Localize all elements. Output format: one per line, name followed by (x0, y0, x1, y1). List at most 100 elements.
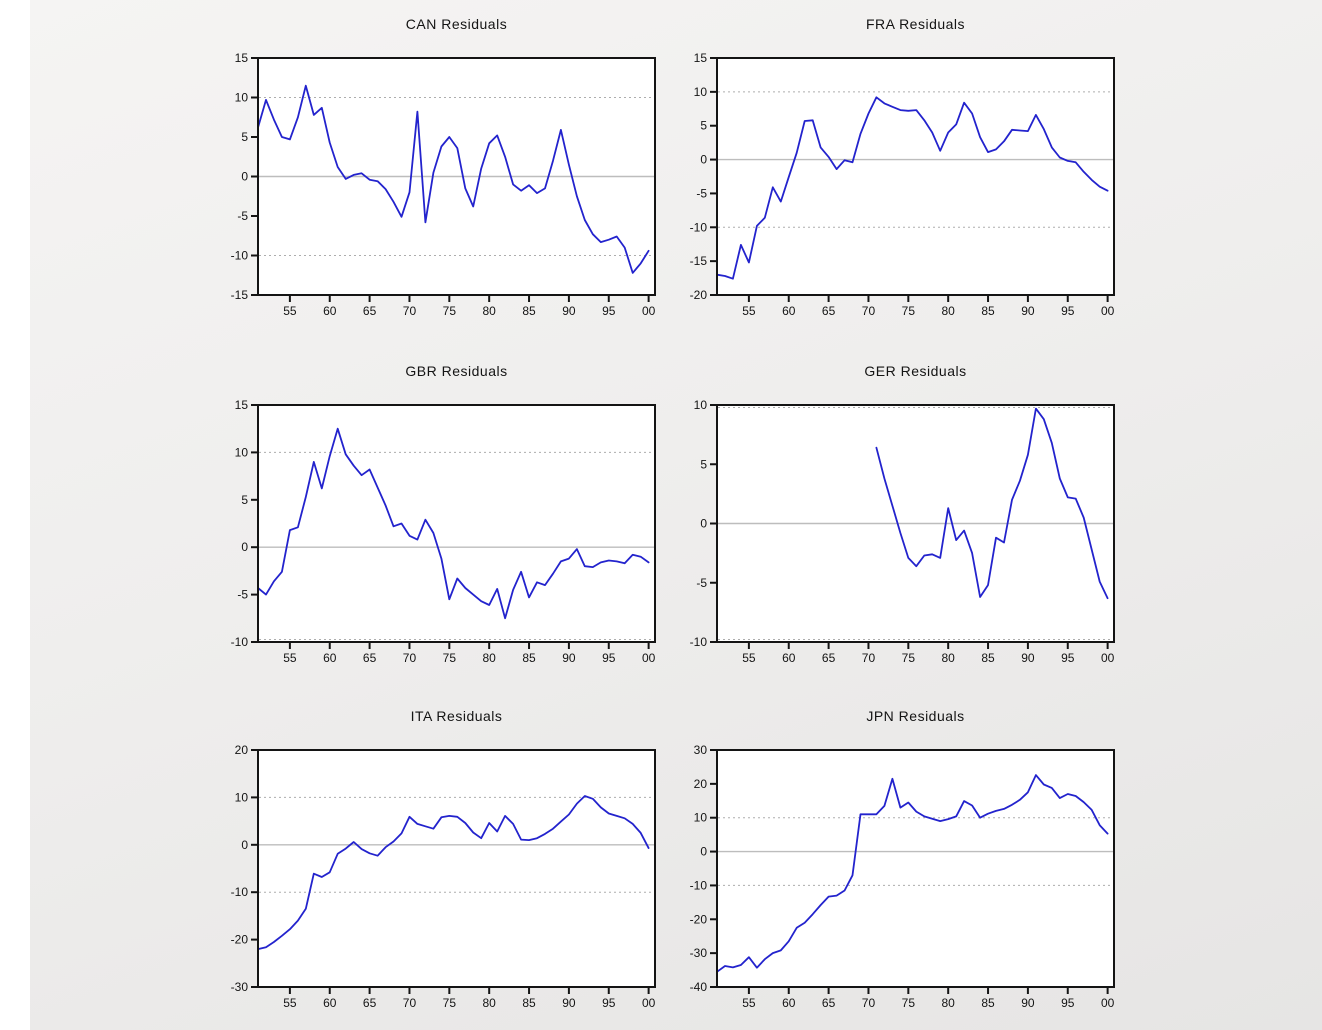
plot-area: 15 10 5 0 -5 -10 55 60 65 70 75 80 85 90 95 00 (231, 398, 656, 665)
x-tick-label: 65 (822, 651, 836, 665)
x-tick-label: 55 (742, 304, 756, 318)
plot-area: 15 10 5 0 -5 -10 -15 -20 55 60 65 70 75 80 85 90 95 00 (690, 51, 1115, 318)
y-tick-label: -5 (696, 186, 707, 200)
x-tick-label: 70 (403, 651, 417, 665)
residual-line (716, 96, 1109, 280)
x-tick-label: 65 (363, 304, 377, 318)
x-tick-label: 85 (522, 996, 536, 1010)
y-tick-label: -20 (231, 933, 249, 947)
x-tick-label: 55 (742, 651, 756, 665)
x-tick-label: 55 (283, 996, 297, 1010)
y-tick-label: -10 (231, 885, 249, 899)
plot-border (257, 404, 656, 643)
plot-border (257, 749, 656, 988)
x-tick-label: 80 (942, 996, 956, 1010)
plot-border (716, 57, 1115, 296)
x-tick-label: 65 (363, 651, 377, 665)
x-tick-label: 90 (562, 651, 576, 665)
y-tick-label: 10 (694, 398, 708, 412)
y-tick-label: -10 (690, 878, 708, 892)
x-tick-label: 00 (1101, 996, 1115, 1010)
x-tick-label: 65 (822, 304, 836, 318)
x-tick-label: 80 (483, 651, 497, 665)
chart-title: CAN Residuals (405, 16, 508, 32)
plot-area: 15 10 5 0 -5 -10 -15 55 60 65 70 75 80 85 90 95 00 (231, 51, 656, 318)
chart-fra-residuals: 15 10 5 0 -5 -10 -15 -20 55 60 65 70 75 80 85 90 95 00 FR… (667, 16, 1129, 323)
residual-line (716, 774, 1109, 973)
x-tick-label: 85 (522, 651, 536, 665)
left-margin-strip (0, 0, 30, 1030)
y-tick-label: -30 (690, 946, 708, 960)
chart-title: GBR Residuals (405, 363, 508, 379)
x-tick-label: 60 (782, 304, 796, 318)
y-tick-label: 10 (235, 790, 249, 804)
x-tick-label: 00 (642, 651, 656, 665)
x-tick-label: 90 (1021, 996, 1035, 1010)
x-tick-label: 60 (782, 996, 796, 1010)
x-tick-label: 70 (862, 651, 876, 665)
y-tick-label: 5 (700, 119, 707, 133)
y-tick-label: 5 (241, 130, 248, 144)
x-tick-label: 70 (862, 304, 876, 318)
x-tick-label: 80 (483, 996, 497, 1010)
y-tick-label: -5 (237, 209, 248, 223)
y-tick-label: 0 (700, 845, 707, 859)
x-tick-label: 95 (602, 996, 616, 1010)
x-tick-label: 60 (323, 651, 337, 665)
plot-area: 20 10 0 -10 -20 -30 55 60 65 70 75 80 85 90 95 00 (231, 743, 656, 1010)
y-tick-label: 10 (235, 445, 249, 459)
y-tick-label: 20 (235, 743, 249, 757)
y-tick-label: 10 (694, 811, 708, 825)
residual-line (257, 795, 650, 951)
y-tick-label: -40 (690, 980, 708, 994)
x-tick-label: 90 (562, 996, 576, 1010)
x-tick-label: 85 (981, 651, 995, 665)
y-tick-label: -10 (690, 220, 708, 234)
y-tick-label: 10 (235, 91, 249, 105)
plot-background (717, 58, 1114, 295)
x-tick-label: 90 (562, 304, 576, 318)
y-tick-label: 10 (694, 85, 708, 99)
x-tick-label: 60 (323, 996, 337, 1010)
y-tick-label: -15 (690, 254, 708, 268)
x-tick-label: 55 (283, 304, 297, 318)
chart-title: JPN Residuals (866, 708, 965, 724)
x-tick-label: 75 (902, 304, 916, 318)
x-tick-label: 95 (1061, 651, 1075, 665)
x-tick-label: 55 (742, 996, 756, 1010)
x-tick-label: 75 (902, 651, 916, 665)
plot-border (716, 749, 1115, 988)
chart-title: GER Residuals (864, 363, 967, 379)
x-tick-label: 00 (1101, 651, 1115, 665)
x-tick-label: 00 (642, 304, 656, 318)
y-tick-label: 0 (700, 517, 707, 531)
x-tick-label: 75 (902, 996, 916, 1010)
y-tick-label: 0 (241, 838, 248, 852)
y-tick-label: -20 (690, 912, 708, 926)
x-tick-label: 70 (403, 304, 417, 318)
plot-background (258, 750, 655, 987)
chart-gbr-residuals: 15 10 5 0 -5 -10 55 60 65 70 75 80 85 90 95 00 GBR Resi… (208, 363, 670, 670)
plot-background (258, 405, 655, 642)
chart-ita-residuals: 20 10 0 -10 -20 -30 55 60 65 70 75 80 85 90 95 00 ITA R… (208, 708, 670, 1015)
x-tick-label: 80 (942, 651, 956, 665)
y-tick-label: -10 (690, 635, 708, 649)
y-tick-label: 20 (694, 777, 708, 791)
residual-line (257, 427, 650, 620)
y-tick-label: 30 (694, 743, 708, 757)
x-tick-label: 75 (443, 304, 457, 318)
x-tick-label: 85 (981, 996, 995, 1010)
x-tick-label: 70 (403, 996, 417, 1010)
y-tick-label: -30 (231, 980, 249, 994)
y-tick-label: 0 (241, 170, 248, 184)
x-tick-label: 75 (443, 996, 457, 1010)
y-tick-label: -5 (696, 576, 707, 590)
plot-border (257, 57, 656, 296)
y-tick-label: 5 (241, 493, 248, 507)
chart-title: ITA Residuals (410, 708, 503, 724)
x-tick-label: 60 (782, 651, 796, 665)
x-tick-label: 65 (363, 996, 377, 1010)
y-tick-label: 15 (694, 51, 708, 65)
y-tick-label: -5 (237, 588, 248, 602)
